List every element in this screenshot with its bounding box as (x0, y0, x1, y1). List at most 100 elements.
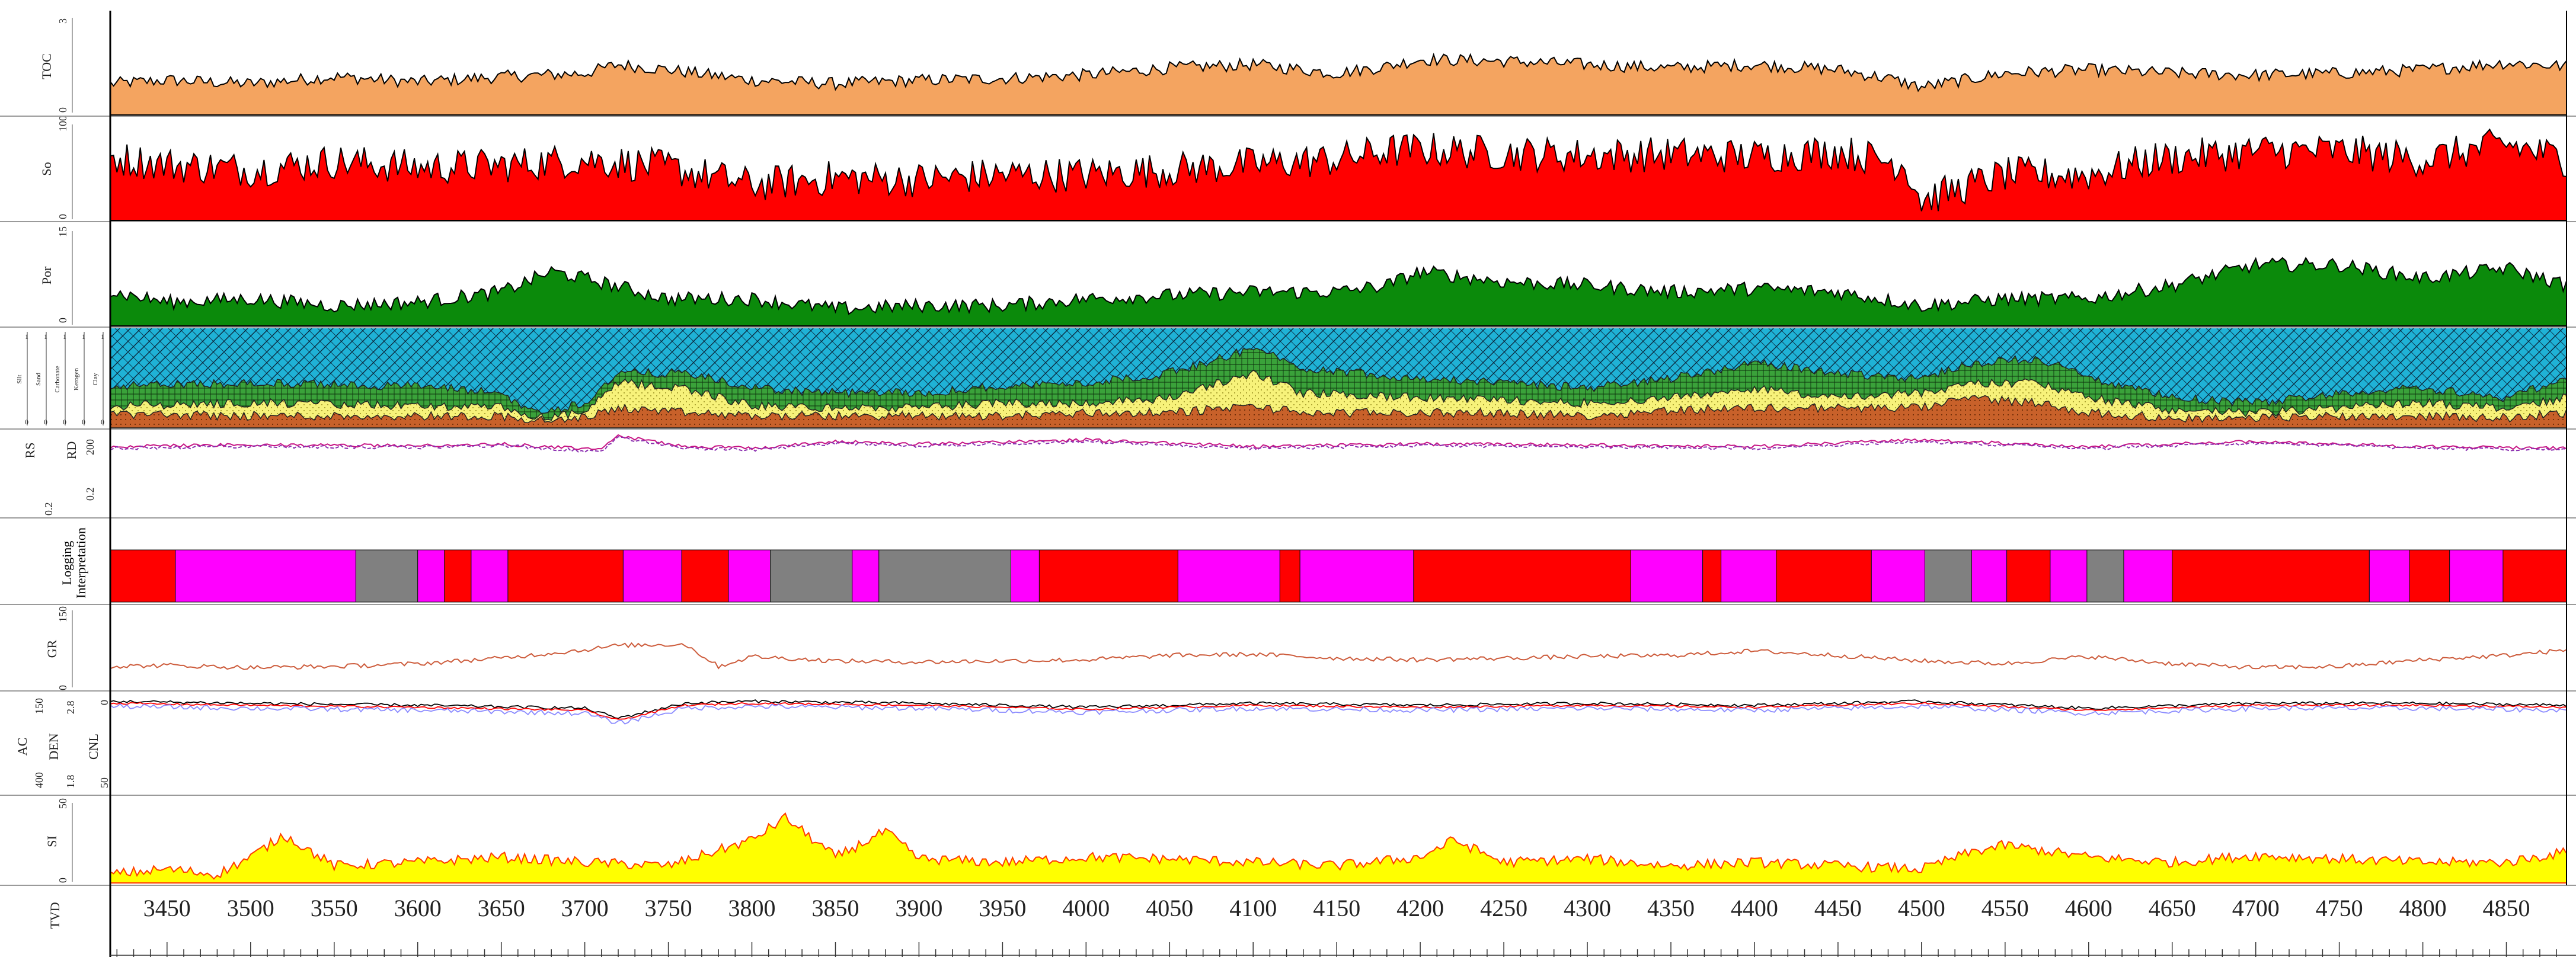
depth-tick-label: 4650 (2149, 895, 2196, 921)
rd-curve (110, 436, 2567, 453)
depth-tick-label: 4350 (1647, 895, 1695, 921)
lithology-legend-scale-max: 1 (63, 332, 66, 341)
interpretation-interval (2006, 549, 2051, 603)
ac-scale-min: 400 (33, 772, 45, 788)
si-label: SI (44, 836, 59, 847)
lithology-legend-scale-min: 0 (82, 418, 85, 426)
interpretation-interval (1177, 549, 1280, 603)
lithology-legend-scale-min: 0 (63, 418, 66, 426)
den-curve (110, 702, 2567, 720)
den-scale-min: 1.8 (65, 775, 76, 789)
interpretation-interval (507, 549, 624, 603)
depth-axis-label: TVD (47, 902, 62, 929)
depth-tick-label: 4750 (2316, 895, 2363, 921)
interpretation-interval (2123, 549, 2173, 603)
interpretation-interval (471, 549, 509, 603)
depth-tick-label: 4250 (1480, 895, 1527, 921)
depth-tick-label: 3950 (979, 895, 1026, 921)
depth-tick-label: 4600 (2065, 895, 2112, 921)
interpretation-interval (1279, 549, 1300, 603)
lithology-carbonate-band (110, 395, 2567, 428)
toc-scale-min: 0 (57, 107, 69, 113)
interpretation-interval (1011, 549, 1040, 603)
interpretation-interval (1871, 549, 1926, 603)
si-scale-min: 0 (57, 878, 69, 883)
depth-tick-label: 3600 (394, 895, 442, 921)
depth-tick-label: 4450 (1814, 895, 1862, 921)
toc-scale-max: 3 (57, 18, 69, 24)
lithology-legend: Silt 1 0 Sand 1 0 Carbonate 1 0 Kerogen 1 0 Clay 1 0 (16, 332, 104, 426)
interpretation-interval (1413, 549, 1631, 603)
lithology-legend-label: Silt (16, 375, 23, 383)
por-label: Por (39, 266, 54, 284)
interpretation-interval (2409, 549, 2450, 603)
tracks-layer (110, 52, 2567, 884)
interpretation-interval (1630, 549, 1704, 603)
lithology-legend-label: Clay (92, 373, 99, 385)
cnl-scale-min: 50 (98, 777, 110, 788)
interpretation-interval (175, 549, 356, 603)
si-scale-max: 50 (57, 798, 69, 809)
interpretation-interval (1721, 549, 1777, 603)
ac-scale-max: 150 (33, 698, 45, 714)
depth-tick-label: 4150 (1313, 895, 1360, 921)
den-scale-max: 2.8 (65, 701, 76, 715)
gr-scale-min: 0 (57, 685, 69, 690)
lithology-legend-label: Carbonate (54, 366, 61, 392)
interpretation-interval (417, 549, 445, 603)
lithology-legend-scale-min: 0 (25, 418, 28, 426)
cnl-scale-max: 0 (98, 700, 110, 705)
interpretation-interval (2172, 549, 2370, 603)
interpretation-interval (1776, 549, 1872, 603)
interpretation-interval (852, 549, 880, 603)
interpretation-interval (1702, 549, 1722, 603)
interpretation-interval (2503, 549, 2567, 603)
interpretation-interval (355, 549, 418, 603)
depth-tick-label: 3550 (311, 895, 358, 921)
frame-layer: 3450 3500 3550 3600 3650 3700 3750 3800 3850 3900… (0, 11, 2576, 957)
depth-tick-label: 3500 (227, 895, 274, 921)
den-label: DEN (46, 733, 61, 760)
rd-scale-min: 0.2 (84, 488, 96, 501)
depth-tick-label: 3800 (728, 895, 776, 921)
cnl-curve (110, 703, 2567, 725)
so-label: So (39, 162, 54, 175)
toc-curve (110, 52, 2567, 116)
depth-tick-label: 4800 (2399, 895, 2447, 921)
rs-curve (110, 434, 2567, 451)
interpretation-interval (1971, 549, 2008, 603)
depth-tick-label: 4700 (2232, 895, 2280, 921)
depth-tick-label: 3450 (143, 895, 191, 921)
lithology-legend-scale-max: 1 (44, 332, 47, 341)
gr-label: GR (44, 639, 59, 658)
si-curve (110, 812, 2567, 884)
lithology-legend-scale-max: 1 (82, 332, 85, 341)
so-scale-max: 100 (57, 116, 69, 132)
so-curve (110, 128, 2567, 221)
interpretation-interval (681, 549, 729, 603)
rd-scale-max: 200 (84, 439, 96, 455)
por-scale-min: 0 (57, 318, 69, 323)
ac-curve (110, 699, 2567, 719)
lithology-legend-scale-min: 0 (44, 418, 47, 426)
por-curve (110, 257, 2567, 327)
depth-tick-label: 3650 (478, 895, 525, 921)
rs-label: RS (23, 443, 37, 459)
interpretation-interval (1299, 549, 1414, 603)
interpretation-interval (2449, 549, 2504, 603)
depth-tick-label: 4550 (1981, 895, 2029, 921)
lithology-legend-label: Sand (35, 373, 42, 386)
depth-tick-label: 3850 (812, 895, 859, 921)
interpretation-interval (878, 549, 1012, 603)
cnl-label: CNL (86, 734, 101, 760)
interpretation-interval (1038, 549, 1178, 603)
lithology-legend-scale-min: 0 (101, 418, 104, 426)
depth-tick-label: 4400 (1731, 895, 1778, 921)
interpretation-interval (2086, 549, 2124, 603)
interpretation-interval (1925, 549, 1972, 603)
depth-tick-label: 3750 (645, 895, 692, 921)
interpretation-label: Logging Interpretation (59, 527, 88, 598)
depth-tick-label: 4200 (1396, 895, 1444, 921)
gr-scale-max: 150 (57, 606, 69, 622)
